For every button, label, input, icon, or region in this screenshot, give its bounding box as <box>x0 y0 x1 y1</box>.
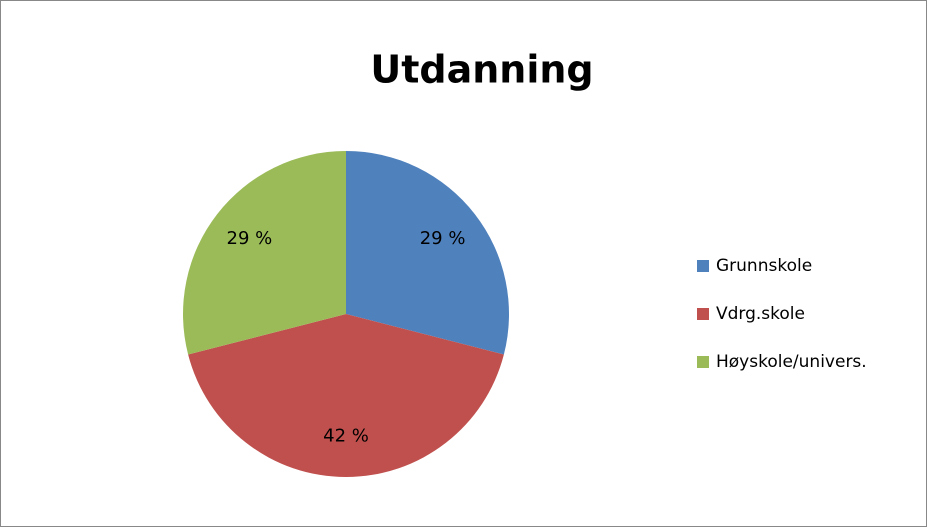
chart-title: Utdanning <box>370 48 593 92</box>
data-label: 29 % <box>227 228 273 249</box>
legend-swatch <box>697 308 709 320</box>
data-label: 42 % <box>323 425 369 446</box>
legend-swatch <box>697 260 709 272</box>
pie-slice <box>188 314 504 477</box>
pie-slice <box>346 151 509 355</box>
legend-swatch <box>697 356 709 368</box>
data-label: 29 % <box>420 228 466 249</box>
legend-label: Grunnskole <box>716 256 812 276</box>
legend-label: Vdrg.skole <box>716 304 805 324</box>
pie-slice <box>182 151 346 355</box>
legend-label: Høyskole/univers. <box>716 352 867 372</box>
